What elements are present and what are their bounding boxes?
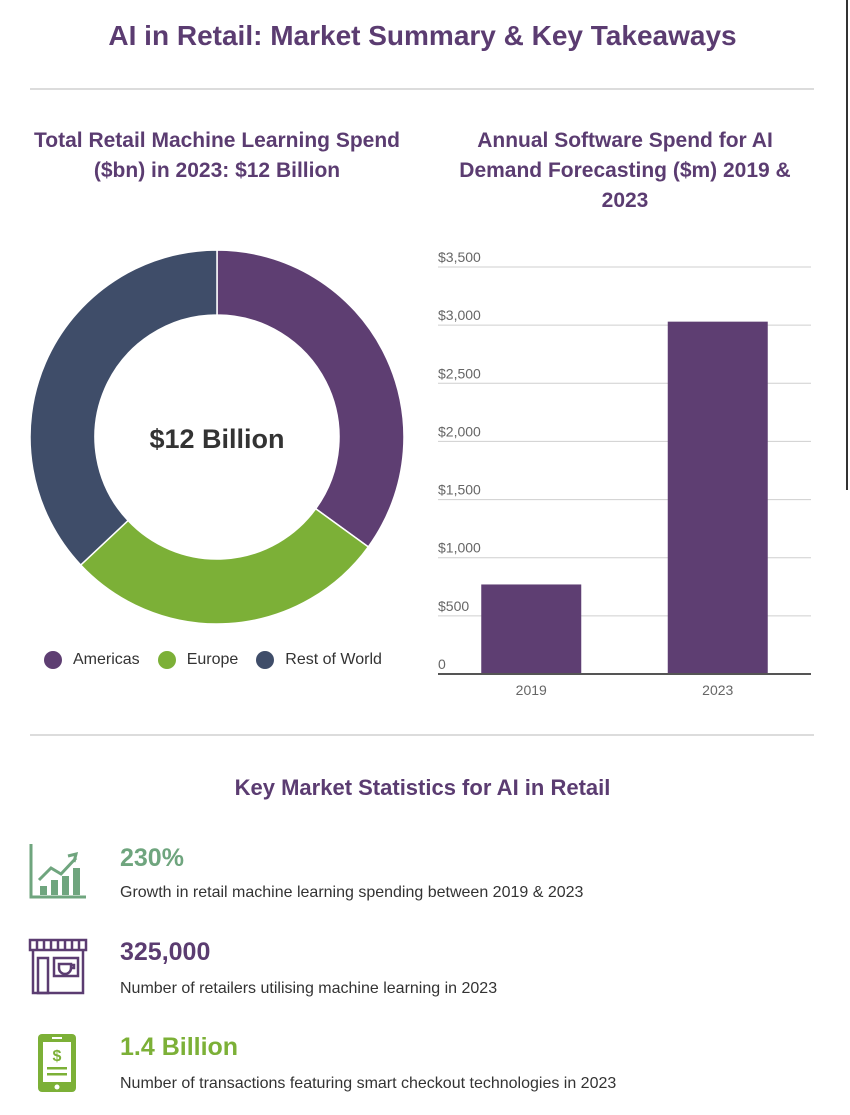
y-tick-label: $500	[438, 598, 469, 614]
legend-item: Rest of World	[256, 651, 382, 669]
donut-chart: $12 Billion	[29, 249, 405, 625]
bar-chart: 0 $500 $1,000 $1,500 $2,000 $2,500 $3,000 $3,50…	[438, 249, 811, 698]
legend-swatch	[157, 651, 176, 669]
bar-2019	[481, 584, 582, 674]
scrollbar-edge	[846, 0, 848, 490]
x-tick-label: 2023	[702, 682, 733, 698]
stat-value: 230%	[120, 844, 184, 872]
mobile-payment-icon: $	[38, 1034, 76, 1092]
legend-label: Rest of World	[285, 651, 382, 668]
donut-legend: Americas Europe Rest of World	[44, 651, 400, 669]
bar-chart-title: Annual Software Spend for AI Demand Fore…	[459, 129, 791, 212]
legend-item: Americas	[44, 651, 140, 669]
stat-transactions: $ 1.4 Billion Number of transactions fea…	[28, 1033, 828, 1113]
legend-item: Europe	[157, 651, 239, 669]
stat-retailers: 325,000 Number of retailers utilising ma…	[28, 938, 828, 1018]
growth-chart-icon	[29, 844, 86, 899]
storefront-icon	[28, 938, 88, 995]
page-title: AI in Retail: Market Summary & Key Takea…	[108, 20, 737, 51]
y-tick-label: $1,500	[438, 482, 481, 498]
stat-description: Number of transactions featuring smart c…	[120, 1075, 617, 1092]
y-tick-label: 0	[438, 656, 446, 672]
donut-slice-rest-of-world	[29, 249, 218, 567]
y-tick-label: $1,000	[438, 540, 481, 556]
legend-label: Americas	[73, 651, 140, 668]
svg-text:$: $	[53, 1048, 62, 1065]
x-tick-label: 2019	[516, 682, 547, 698]
y-tick-label: $3,500	[438, 249, 481, 265]
y-tick-label: $3,000	[438, 307, 481, 323]
stat-value: 1.4 Billion	[120, 1033, 239, 1061]
legend-label: Europe	[186, 651, 239, 668]
divider	[30, 734, 814, 736]
stats-heading: Key Market Statistics for AI in Retail	[234, 775, 611, 800]
stat-description: Number of retailers utilising machine le…	[120, 980, 498, 997]
y-tick-label: $2,000	[438, 423, 481, 439]
donut-slice-americas	[216, 249, 405, 548]
donut-center-label: $12 Billion	[149, 424, 284, 454]
legend-swatch	[44, 651, 62, 669]
donut-slice-europe	[79, 507, 370, 625]
stat-growth: 230% Growth in retail machine learning s…	[28, 842, 828, 922]
stat-description: Growth in retail machine learning spendi…	[120, 884, 584, 901]
bar-2023	[667, 321, 768, 674]
y-tick-label: $2,500	[438, 365, 481, 381]
divider	[30, 88, 814, 90]
legend-swatch	[256, 651, 275, 669]
stat-value: 325,000	[120, 938, 211, 966]
donut-chart-title: Total Retail Machine Learning Spend ($bn…	[34, 129, 400, 182]
